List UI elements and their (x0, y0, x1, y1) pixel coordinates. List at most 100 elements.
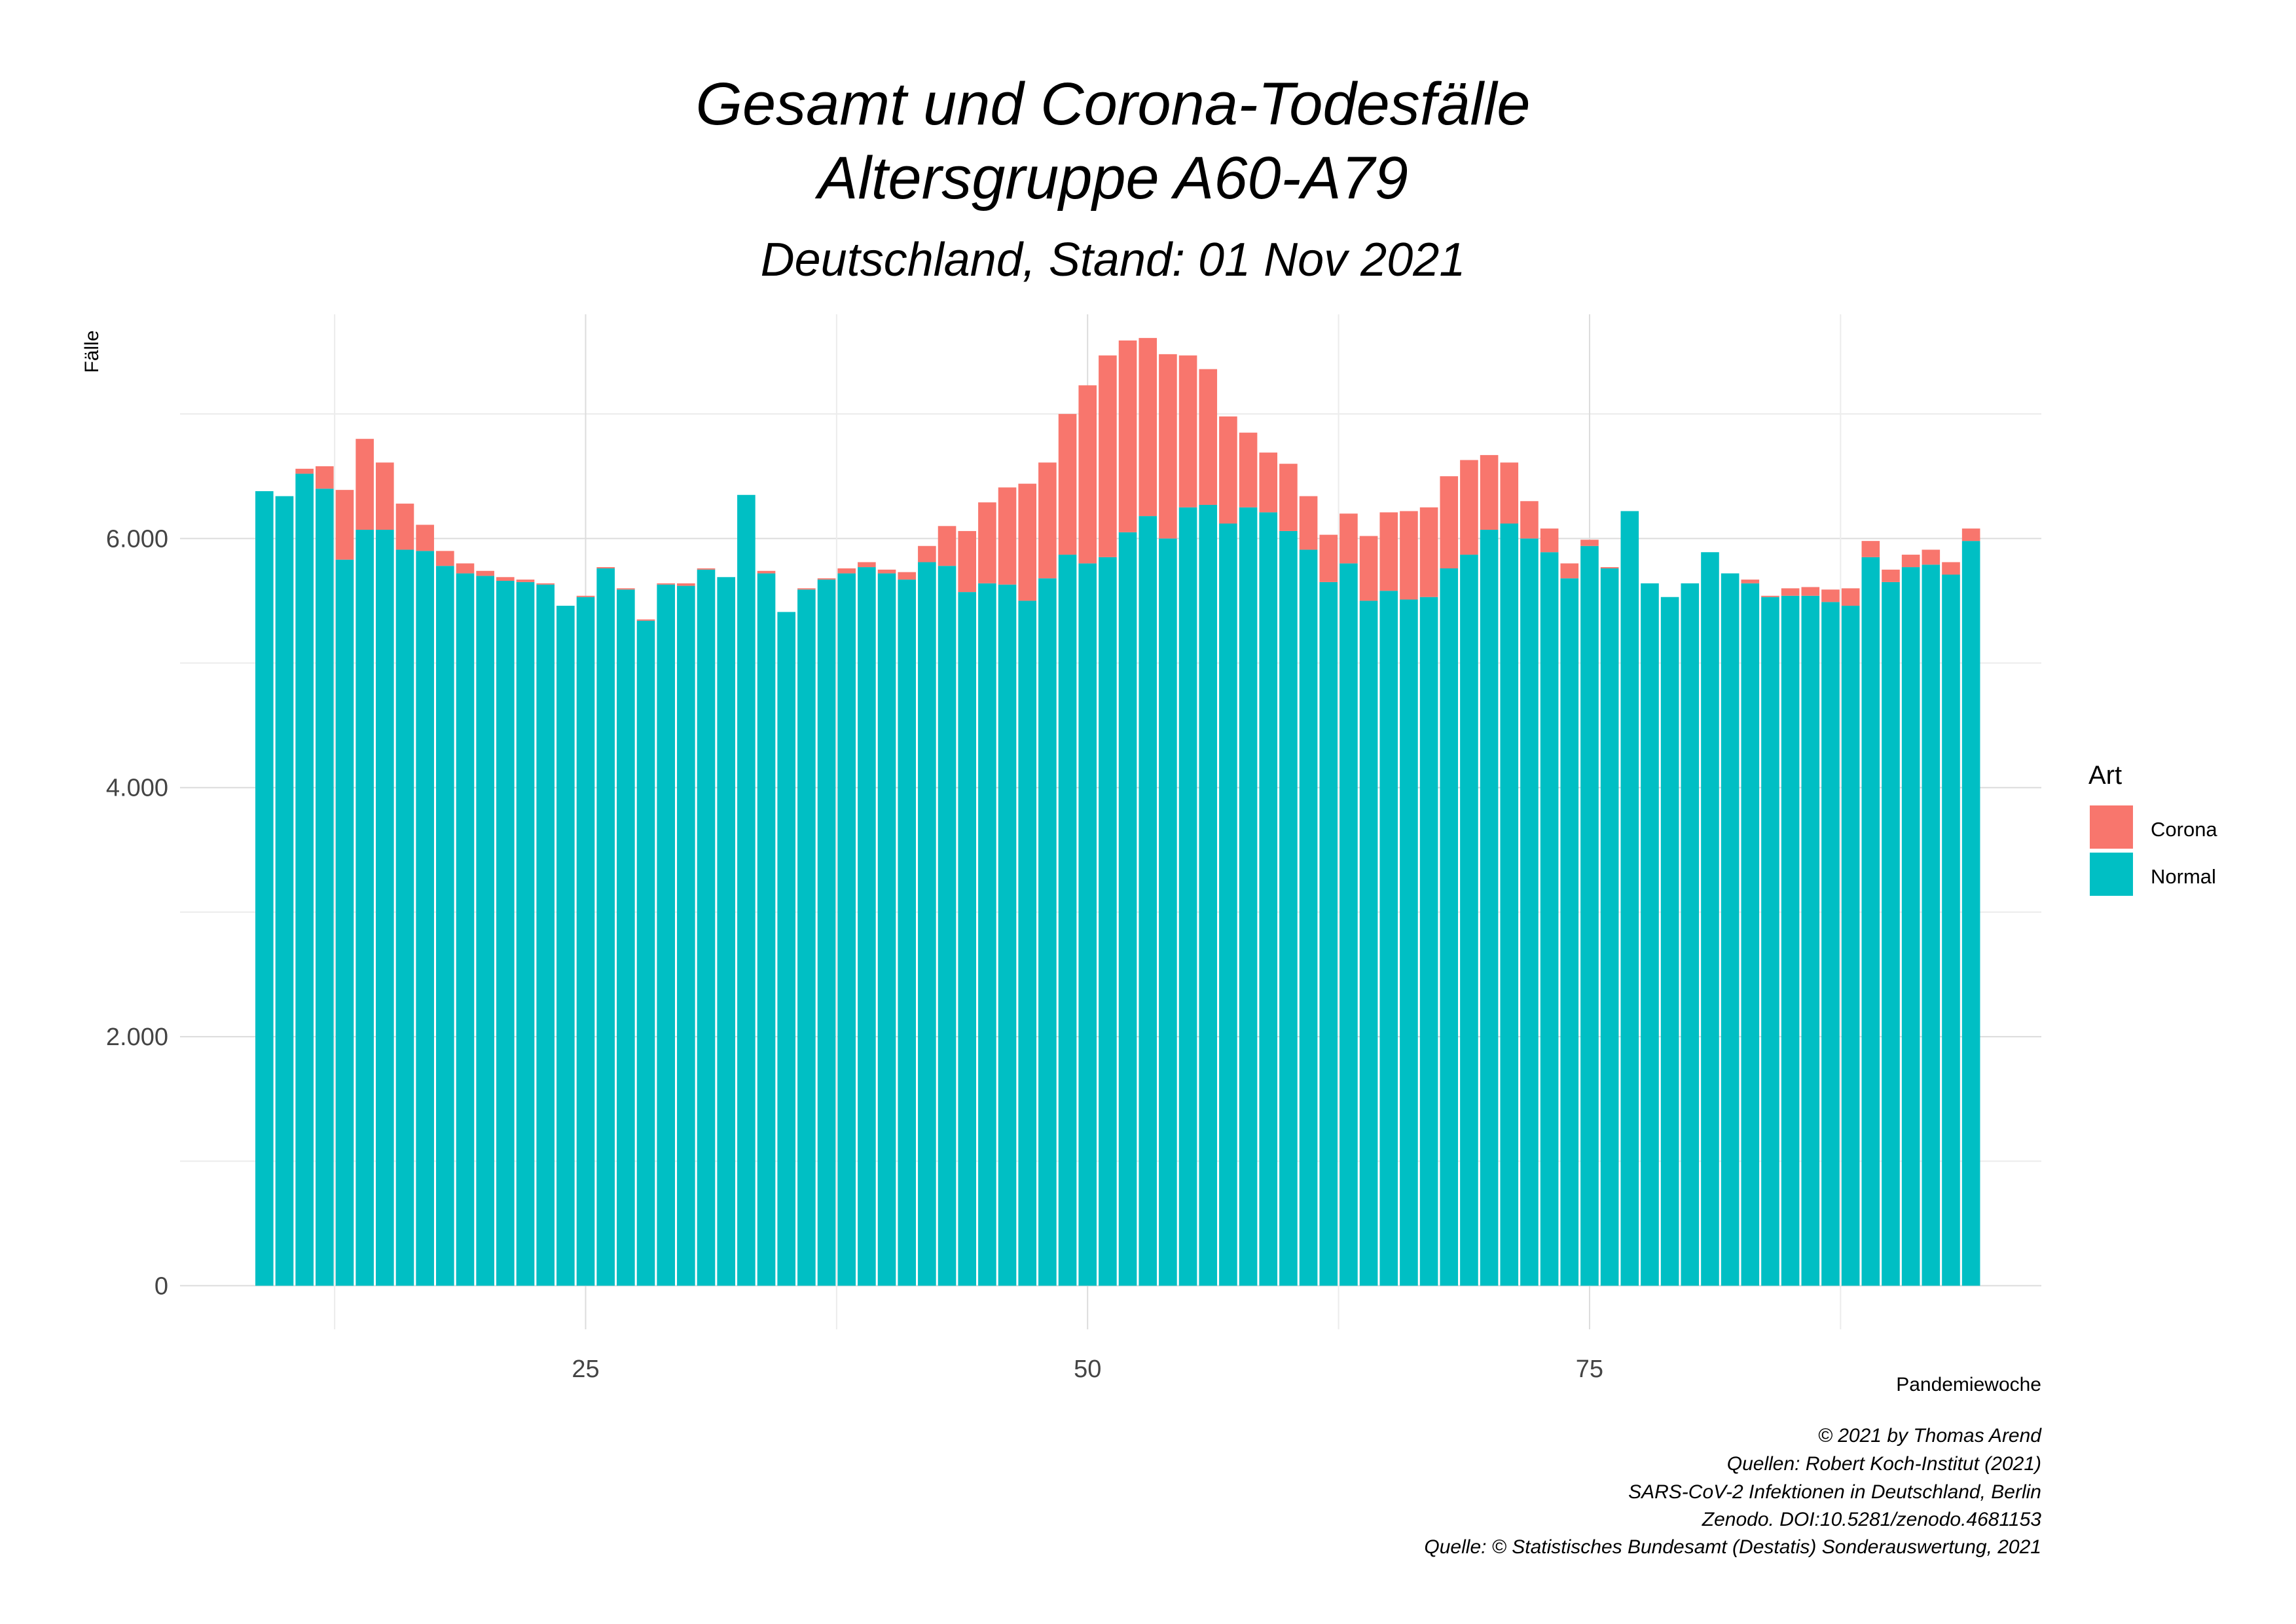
bar-normal (958, 592, 977, 1286)
bar-corona (1440, 476, 1459, 568)
bar-normal (556, 606, 575, 1286)
bar-normal (1942, 574, 1960, 1286)
bar-corona (657, 583, 675, 585)
bar-corona (677, 583, 695, 586)
bar-normal (858, 567, 876, 1286)
bar-normal (1279, 530, 1298, 1286)
bar-corona (898, 572, 917, 580)
bar-corona (536, 583, 555, 585)
bar-normal (877, 573, 896, 1286)
bar-normal (617, 589, 635, 1286)
legend-label-normal: Normal (2151, 865, 2216, 888)
bar-corona (1540, 528, 1559, 553)
bar-corona (476, 570, 494, 576)
bar-normal (1540, 552, 1559, 1286)
bar-corona (1761, 595, 1779, 597)
bar-corona (1480, 454, 1499, 530)
bar-normal (1359, 600, 1378, 1286)
credits: © 2021 by Thomas Arend Quellen: Robert K… (1424, 1425, 2042, 1558)
bar-normal (817, 580, 836, 1286)
x-tick-label: 75 (1576, 1356, 1603, 1383)
bar-corona (817, 578, 836, 580)
bar-corona (1841, 588, 1860, 606)
bar-corona (1781, 588, 1800, 596)
x-tick-label: 50 (1074, 1356, 1101, 1383)
y-tick-label: 4.000 (106, 775, 168, 802)
bar-normal (1922, 564, 1941, 1286)
bar-normal (1721, 573, 1740, 1286)
bar-normal (1379, 591, 1398, 1286)
bar-corona (516, 580, 535, 582)
bar-normal (1239, 507, 1258, 1286)
chart-subtitle: Deutschland, Stand: 01 Nov 2021 (761, 234, 1466, 286)
bar-normal (1961, 541, 1980, 1286)
bar-corona (617, 588, 635, 590)
bar-normal (1299, 549, 1318, 1286)
bar-normal (1219, 523, 1237, 1286)
bar-corona (1058, 414, 1077, 555)
bar-normal (1882, 581, 1900, 1286)
bar-normal (938, 566, 957, 1286)
bar-corona (1520, 501, 1539, 539)
bar-normal (797, 589, 816, 1286)
bar-normal (1078, 563, 1097, 1286)
bar-corona (496, 577, 515, 581)
bar-normal (516, 581, 535, 1286)
bar-normal (1440, 568, 1459, 1286)
bar-corona (1560, 563, 1579, 579)
bar-normal (1660, 597, 1679, 1286)
bar-corona (978, 502, 996, 583)
y-tick-label: 0 (155, 1272, 168, 1300)
bar-normal (1560, 578, 1579, 1286)
bar-normal (1099, 557, 1117, 1286)
bar-normal (1580, 545, 1599, 1286)
bar-normal (1178, 507, 1197, 1286)
bar-corona (1038, 462, 1057, 579)
bar-normal (1821, 602, 1840, 1286)
bar-normal (376, 530, 394, 1286)
bar-normal (275, 496, 294, 1286)
x-tick-label: 25 (572, 1356, 599, 1383)
bar-corona (877, 569, 896, 574)
bar-normal (1118, 532, 1137, 1286)
bar-normal (837, 573, 856, 1286)
bar-normal (1861, 557, 1880, 1286)
legend: Art Corona Normal (2088, 761, 2217, 896)
bar-normal (1761, 597, 1779, 1286)
y-axis-label: Fälle (81, 330, 103, 373)
bar-corona (1821, 589, 1840, 602)
bar-normal (757, 573, 776, 1286)
bar-normal (536, 584, 555, 1286)
credit-line-2: Quellen: Robert Koch-Institut (2021) (1727, 1453, 2041, 1475)
bar-corona (416, 525, 434, 551)
bar-corona (1078, 385, 1097, 564)
bar-normal (1681, 583, 1700, 1286)
bar-corona (1279, 464, 1298, 531)
bar-normal (1139, 516, 1157, 1286)
bar-normal (1259, 512, 1278, 1286)
x-axis-ticks: 25 50 75 (572, 1356, 1603, 1383)
credit-line-5: Quelle: © Statistisches Bundesamt (Desta… (1424, 1536, 2041, 1558)
bar-corona (335, 490, 354, 560)
bar-normal (1801, 595, 1820, 1286)
bars (255, 338, 1980, 1286)
bar-normal (355, 530, 374, 1286)
bar-normal (1199, 504, 1218, 1286)
legend-label-corona: Corona (2151, 818, 2217, 841)
bar-corona (757, 570, 776, 574)
credit-line-1: © 2021 by Thomas Arend (1818, 1425, 2042, 1447)
credit-line-4: Zenodo. DOI:10.5281/zenodo.4681153 (1702, 1509, 2042, 1530)
bar-normal (677, 585, 695, 1286)
x-axis-label: Pandemiewoche (1896, 1374, 2041, 1395)
bar-corona (958, 530, 977, 593)
bar-normal (1641, 583, 1659, 1286)
bar-normal (737, 494, 756, 1286)
bar-corona (797, 588, 816, 590)
bar-corona (1400, 511, 1418, 600)
bar-corona (636, 619, 655, 621)
bar-normal (918, 562, 936, 1286)
bar-corona (837, 568, 856, 574)
bar-normal (1701, 552, 1719, 1286)
bar-corona (1901, 555, 1920, 568)
bar-corona (1942, 562, 1960, 575)
